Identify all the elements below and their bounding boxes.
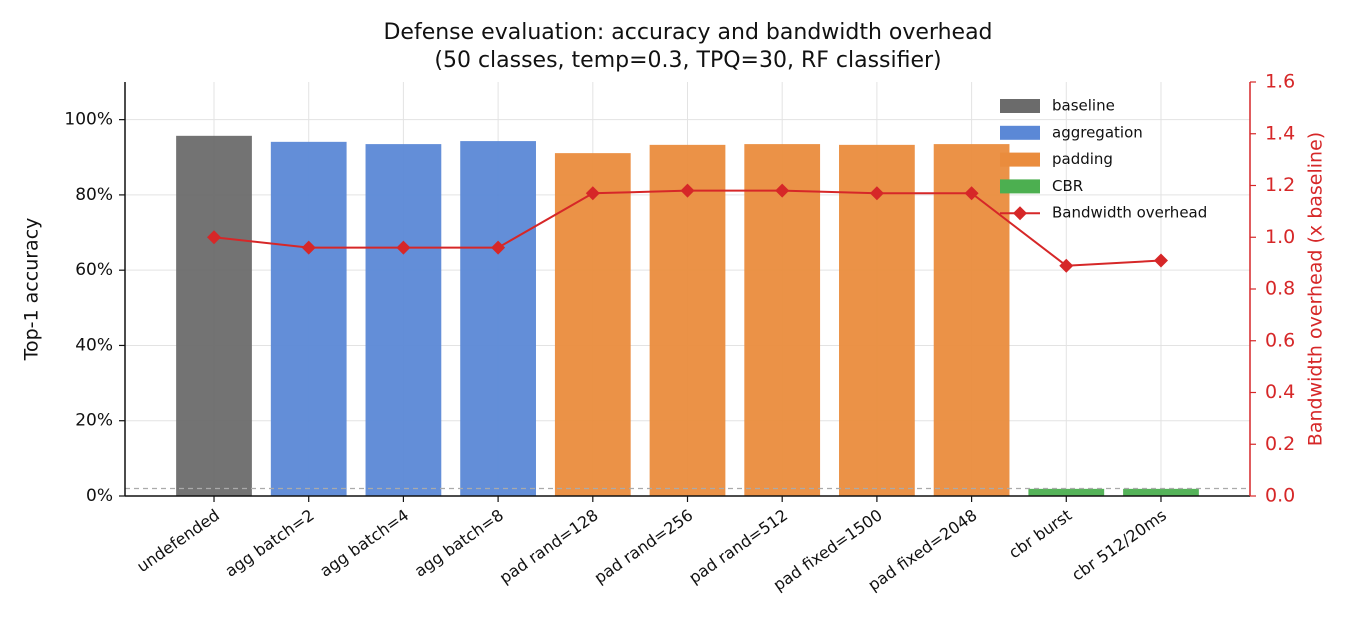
marker xyxy=(869,186,884,201)
bar xyxy=(460,141,536,496)
y2-tick-label: 1.4 xyxy=(1265,122,1295,144)
legend-swatch xyxy=(1000,179,1040,194)
y-tick-label: 40% xyxy=(75,335,113,355)
x-tick-label: pad rand=128 xyxy=(496,505,602,587)
y-tick-label: 0% xyxy=(86,486,113,506)
y-tick-label: 60% xyxy=(75,260,113,280)
chart-subtitle: (50 classes, temp=0.3, TPQ=30, RF classi… xyxy=(434,48,941,73)
y-axis-label: Top-1 accuracy xyxy=(21,218,43,362)
y2-tick-label: 1.6 xyxy=(1265,71,1295,93)
marker xyxy=(396,240,411,255)
marker xyxy=(964,186,979,201)
bar xyxy=(365,144,442,496)
x-tick-label: undefended xyxy=(133,505,223,576)
marker xyxy=(775,183,790,198)
legend-label: padding xyxy=(1052,150,1113,168)
bar xyxy=(933,144,1010,496)
y-tick-label: 80% xyxy=(75,185,113,205)
y2-tick-label: 0.8 xyxy=(1265,278,1295,300)
x-tick-label: cbr burst xyxy=(1005,505,1075,562)
marker xyxy=(491,240,506,255)
marker xyxy=(207,230,222,245)
legend-swatch xyxy=(1000,125,1040,140)
bar xyxy=(1028,488,1105,496)
bar xyxy=(649,144,726,496)
marker xyxy=(1153,253,1168,268)
legend-marker xyxy=(1013,206,1027,221)
y2-axis-label: Bandwidth overhead (x baseline) xyxy=(1305,132,1327,446)
y2-tick-label: 1.2 xyxy=(1265,174,1295,196)
legend-label: CBR xyxy=(1052,177,1083,195)
x-tick-label: agg batch=8 xyxy=(411,505,507,580)
marker xyxy=(680,183,695,198)
marker xyxy=(301,240,316,255)
y2-tick-label: 1.0 xyxy=(1265,226,1295,248)
marker xyxy=(585,186,600,201)
y2-tick-label: 0.4 xyxy=(1265,381,1295,403)
chart-title: Defense evaluation: accuracy and bandwid… xyxy=(383,20,992,45)
bar xyxy=(744,144,821,496)
x-tick-label: agg batch=4 xyxy=(316,505,412,580)
y-tick-label: 20% xyxy=(75,411,113,431)
bar xyxy=(270,141,347,497)
x-tick-label: cbr 512/20ms xyxy=(1068,505,1170,584)
legend-swatch xyxy=(1000,152,1040,167)
bar xyxy=(554,153,631,496)
y2-tick-label: 0.0 xyxy=(1265,485,1295,507)
legend-label: Bandwidth overhead xyxy=(1052,204,1207,222)
legend-swatch xyxy=(1000,99,1040,113)
bar xyxy=(176,135,252,496)
marker xyxy=(1059,258,1074,273)
y2-tick-label: 0.2 xyxy=(1265,433,1295,455)
bar xyxy=(839,144,915,496)
legend-label: baseline xyxy=(1052,97,1115,115)
x-tick-label: agg batch=2 xyxy=(222,505,318,580)
bar xyxy=(1123,488,1199,496)
x-tick-label: pad rand=256 xyxy=(591,505,697,587)
y-tick-label: 100% xyxy=(64,110,113,130)
legend-label: aggregation xyxy=(1052,123,1143,141)
y2-tick-label: 0.6 xyxy=(1265,329,1295,351)
